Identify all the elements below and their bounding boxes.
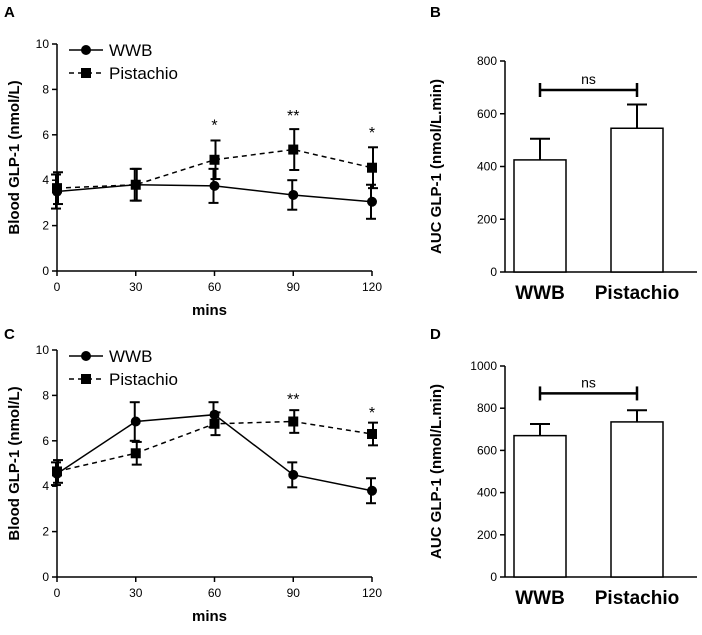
category-label-pistachio: Pistachio (595, 283, 679, 304)
y-tick-label: 400 (477, 486, 497, 500)
data-point-pistachio (130, 179, 141, 190)
data-point-wwb (209, 180, 220, 191)
significance-marker: ** (287, 391, 299, 408)
data-point-pistachio (209, 418, 220, 429)
legend-label-pistachio: Pistachio (109, 370, 178, 389)
y-tick-label: 200 (477, 528, 497, 542)
y-tick-label: 200 (477, 212, 497, 226)
y-tick-label: 2 (42, 219, 49, 233)
panel-letter-d: D (430, 326, 441, 343)
legend-marker-pistachio (81, 68, 91, 78)
y-tick-label: 6 (42, 434, 49, 448)
y-axis-title: AUC GLP-1 (nmol/L.min) (428, 384, 445, 559)
y-tick-label: 800 (477, 54, 497, 68)
x-axis-title: mins (192, 302, 227, 319)
significance-marker: * (369, 125, 375, 142)
category-label-wwb: WWB (515, 283, 565, 304)
x-tick-label: 60 (208, 586, 222, 600)
data-point-pistachio (52, 183, 62, 194)
y-axis-title: Blood GLP-1 (nmol/L) (6, 386, 23, 540)
comparison-label: ns (581, 374, 596, 390)
y-tick-label: 8 (42, 388, 49, 402)
data-point-wwb (288, 189, 299, 200)
data-point-pistachio (288, 144, 299, 155)
panel-letter-a: A (4, 4, 15, 21)
y-tick-label: 0 (42, 570, 49, 584)
y-tick-label: 0 (42, 264, 49, 278)
data-point-pistachio (52, 466, 62, 477)
data-point-pistachio (367, 428, 377, 439)
y-tick-label: 6 (42, 128, 49, 142)
significance-marker: ** (287, 108, 299, 125)
x-tick-label: 0 (54, 586, 61, 600)
x-tick-label: 30 (129, 586, 143, 600)
y-tick-label: 400 (477, 160, 497, 174)
y-tick-label: 1000 (470, 359, 497, 373)
x-tick-label: 60 (208, 280, 222, 294)
x-tick-label: 30 (129, 280, 143, 294)
legend-marker-wwb (81, 45, 91, 55)
x-axis-title: mins (192, 608, 227, 625)
category-label-pistachio: Pistachio (595, 588, 679, 609)
legend-marker-pistachio (81, 374, 91, 384)
x-tick-label: 90 (287, 586, 301, 600)
y-tick-label: 600 (477, 443, 497, 457)
bar-wwb (513, 159, 567, 273)
y-tick-label: 600 (477, 107, 497, 121)
data-point-pistachio (209, 154, 220, 165)
category-label-wwb: WWB (515, 588, 565, 609)
data-point-wwb (288, 469, 299, 480)
data-point-pistachio (367, 162, 377, 173)
bar-pistachio (610, 421, 664, 578)
significance-marker: * (369, 405, 375, 422)
legend-label-wwb: WWB (109, 41, 152, 60)
y-tick-label: 10 (36, 37, 50, 51)
legend-label-wwb: WWB (109, 347, 152, 366)
legend-marker-wwb (81, 351, 91, 361)
y-tick-label: 10 (36, 343, 50, 357)
panel-a-line-chart: 0 2 4 6 8 10 Blood GLP-1 (nmol/L) 0 30 60 90 120 min… (6, 37, 382, 319)
y-tick-label: 0 (490, 570, 497, 584)
panel-d-bar-chart: 0 200 400 600 800 1000 AUC GLP-1 (nmol/L.min) W… (428, 359, 697, 609)
data-point-wwb (367, 196, 377, 207)
y-axis-title: Blood GLP-1 (nmol/L) (6, 80, 23, 234)
data-point-wwb (130, 416, 141, 427)
comparison-label: ns (581, 71, 596, 87)
data-point-wwb (367, 485, 377, 496)
bar-wwb (513, 434, 567, 578)
x-tick-label: 90 (287, 280, 301, 294)
data-point-pistachio (130, 448, 141, 459)
panel-b-bar-chart: 0 200 400 600 800 AUC GLP-1 (nmol/L.min) WWB Pi… (428, 54, 697, 304)
x-tick-label: 120 (362, 586, 382, 600)
x-tick-label: 0 (54, 280, 61, 294)
significance-marker: * (211, 117, 217, 134)
data-point-pistachio (288, 416, 299, 427)
y-axis-title: AUC GLP-1 (nmol/L.min) (428, 79, 445, 254)
y-tick-label: 8 (42, 82, 49, 96)
panel-c-line-chart: 0 2 4 6 8 10 Blood GLP-1 (nmol/L) 0 30 60 90 120 min… (6, 343, 382, 625)
panel-letter-c: C (4, 326, 15, 343)
y-tick-label: 800 (477, 401, 497, 415)
bar-pistachio (610, 127, 664, 273)
y-tick-label: 2 (42, 525, 49, 539)
legend-label-pistachio: Pistachio (109, 64, 178, 83)
x-tick-label: 120 (362, 280, 382, 294)
panel-letter-b: B (430, 4, 441, 21)
y-tick-label: 4 (42, 173, 49, 187)
y-tick-label: 4 (42, 479, 49, 493)
y-tick-label: 0 (490, 265, 497, 279)
